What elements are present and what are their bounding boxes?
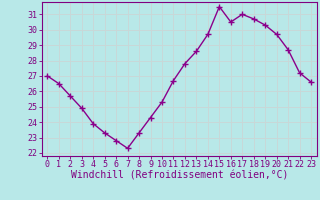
X-axis label: Windchill (Refroidissement éolien,°C): Windchill (Refroidissement éolien,°C) <box>70 171 288 181</box>
